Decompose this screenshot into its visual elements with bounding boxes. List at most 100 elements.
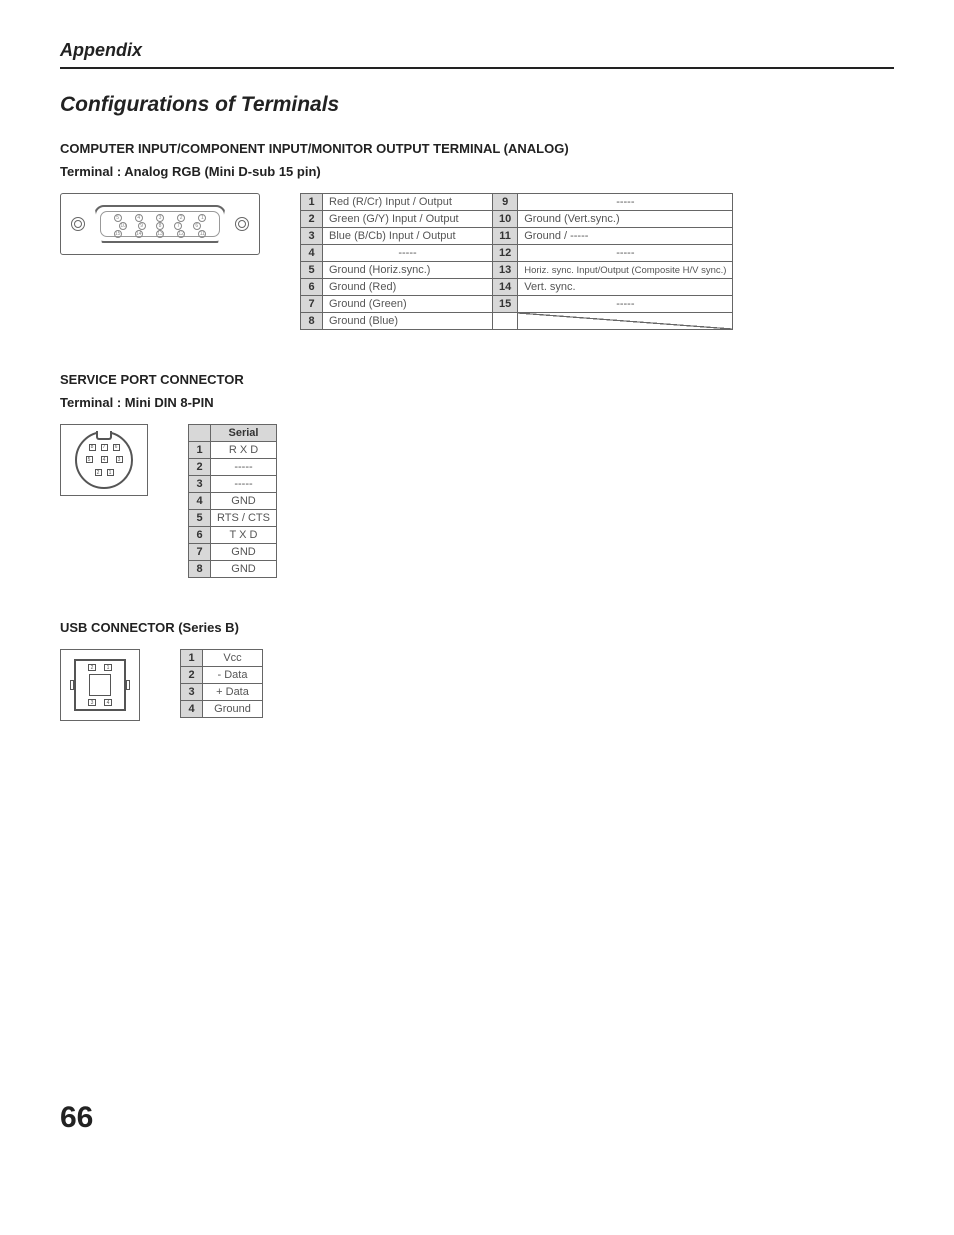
pin-desc: RTS / CTS xyxy=(211,510,277,527)
usb-connector-diagram: 2 1 3 4 xyxy=(60,649,140,721)
pin-desc xyxy=(518,313,733,330)
pin-number: 8 xyxy=(189,561,211,578)
pinhole: 12 xyxy=(177,230,185,238)
section-service-port: SERVICE PORT CONNECTOR Terminal : Mini D… xyxy=(60,372,894,578)
pinhole: 2 xyxy=(177,214,185,222)
pin-number xyxy=(493,313,518,330)
screw-icon xyxy=(71,217,85,231)
pinhole: 3 xyxy=(156,214,164,222)
pin-number: 3 xyxy=(189,476,211,493)
din-pin: 4 xyxy=(101,456,108,463)
usb-pin: 2 xyxy=(88,664,96,671)
pinhole: 10 xyxy=(119,222,127,230)
pinhole: 13 xyxy=(156,230,164,238)
section-heading: USB CONNECTOR (Series B) xyxy=(60,620,894,635)
page: Appendix Configurations of Terminals COM… xyxy=(0,0,954,1165)
pin-desc: + Data xyxy=(203,684,263,701)
usb-pin-table: 1Vcc2- Data3+ Data4Ground xyxy=(180,649,263,718)
pin-desc: Ground (Green) xyxy=(323,296,493,313)
main-heading: Configurations of Terminals xyxy=(60,93,894,117)
din-pin: 7 xyxy=(101,444,108,451)
pin-number: 10 xyxy=(493,211,518,228)
pin-number: 12 xyxy=(493,245,518,262)
pinhole: 6 xyxy=(193,222,201,230)
table-corner xyxy=(189,425,211,442)
pin-number: 6 xyxy=(301,279,323,296)
page-number: 66 xyxy=(60,1101,894,1135)
din-pin: 5 xyxy=(86,456,93,463)
din-pin: 3 xyxy=(116,456,123,463)
pin-desc: - Data xyxy=(203,667,263,684)
pin-number: 3 xyxy=(181,684,203,701)
pin-number: 6 xyxy=(189,527,211,544)
pin-desc: ----- xyxy=(518,194,733,211)
din-pin: 6 xyxy=(113,444,120,451)
pin-desc: Green (G/Y) Input / Output xyxy=(323,211,493,228)
pin-desc: T X D xyxy=(211,527,277,544)
din-pin-table: Serial1R X D2-----3-----4GND5RTS / CTS6T… xyxy=(188,424,277,578)
pin-number: 7 xyxy=(301,296,323,313)
pin-number: 2 xyxy=(189,459,211,476)
pin-desc: Ground (Horiz.sync.) xyxy=(323,262,493,279)
pinhole: 14 xyxy=(135,230,143,238)
usb-pin: 3 xyxy=(88,699,96,706)
pin-number: 14 xyxy=(493,279,518,296)
pinhole: 4 xyxy=(135,214,143,222)
usb-pin: 4 xyxy=(104,699,112,706)
pin-number: 4 xyxy=(301,245,323,262)
pin-desc: Horiz. sync. Input/Output (Composite H/V… xyxy=(518,262,733,279)
din-pin: 8 xyxy=(89,444,96,451)
pin-desc: ----- xyxy=(211,459,277,476)
pinhole: 1 xyxy=(198,214,206,222)
din-pin: 2 xyxy=(95,469,102,476)
pin-desc: Ground (Vert.sync.) xyxy=(518,211,733,228)
pin-desc: Ground xyxy=(203,701,263,718)
pin-number: 1 xyxy=(181,650,203,667)
pin-desc: R X D xyxy=(211,442,277,459)
pin-number: 7 xyxy=(189,544,211,561)
pin-number: 2 xyxy=(181,667,203,684)
section-usb-connector: USB CONNECTOR (Series B) 2 1 3 4 xyxy=(60,620,894,721)
pin-desc: ----- xyxy=(323,245,493,262)
pin-desc: Ground (Red) xyxy=(323,279,493,296)
pin-number: 3 xyxy=(301,228,323,245)
pin-desc: ----- xyxy=(518,245,733,262)
section-subheading: Terminal : Mini DIN 8-PIN xyxy=(60,395,894,410)
section-heading: COMPUTER INPUT/COMPONENT INPUT/MONITOR O… xyxy=(60,141,894,156)
screw-icon xyxy=(235,217,249,231)
pinhole: 7 xyxy=(174,222,182,230)
pin-desc: GND xyxy=(211,493,277,510)
usb-pin: 1 xyxy=(104,664,112,671)
pin-desc: Vert. sync. xyxy=(518,279,733,296)
din-connector-diagram: 8 7 6 5 4 3 2 1 xyxy=(60,424,148,496)
section-row: 5 4 3 2 1 10 9 8 7 6 xyxy=(60,193,894,330)
pinhole: 5 xyxy=(114,214,122,222)
pin-desc: ----- xyxy=(211,476,277,493)
pin-desc: ----- xyxy=(518,296,733,313)
pin-desc: GND xyxy=(211,544,277,561)
pin-number: 4 xyxy=(189,493,211,510)
pin-desc: GND xyxy=(211,561,277,578)
pinhole: 11 xyxy=(198,230,206,238)
pin-desc: Blue (B/Cb) Input / Output xyxy=(323,228,493,245)
pin-number: 8 xyxy=(301,313,323,330)
header-rule xyxy=(60,67,894,69)
dsub-connector-diagram: 5 4 3 2 1 10 9 8 7 6 xyxy=(60,193,260,255)
pin-desc: Ground / ----- xyxy=(518,228,733,245)
pin-number: 1 xyxy=(189,442,211,459)
pin-number: 9 xyxy=(493,194,518,211)
pin-desc: Ground (Blue) xyxy=(323,313,493,330)
pin-desc: Vcc xyxy=(203,650,263,667)
section-row: 8 7 6 5 4 3 2 1 xyxy=(60,424,894,578)
section-subheading: Terminal : Analog RGB (Mini D-sub 15 pin… xyxy=(60,164,894,179)
pin-desc: Red (R/Cr) Input / Output xyxy=(323,194,493,211)
pin-number: 2 xyxy=(301,211,323,228)
pin-number: 5 xyxy=(301,262,323,279)
pinhole: 15 xyxy=(114,230,122,238)
dsub-shell: 5 4 3 2 1 10 9 8 7 6 xyxy=(94,205,226,243)
pinhole: 9 xyxy=(138,222,146,230)
section-heading: SERVICE PORT CONNECTOR xyxy=(60,372,894,387)
pin-number: 5 xyxy=(189,510,211,527)
section-row: 2 1 3 4 1Vcc2- Data3+ Data4Ground xyxy=(60,649,894,721)
pin-number: 1 xyxy=(301,194,323,211)
